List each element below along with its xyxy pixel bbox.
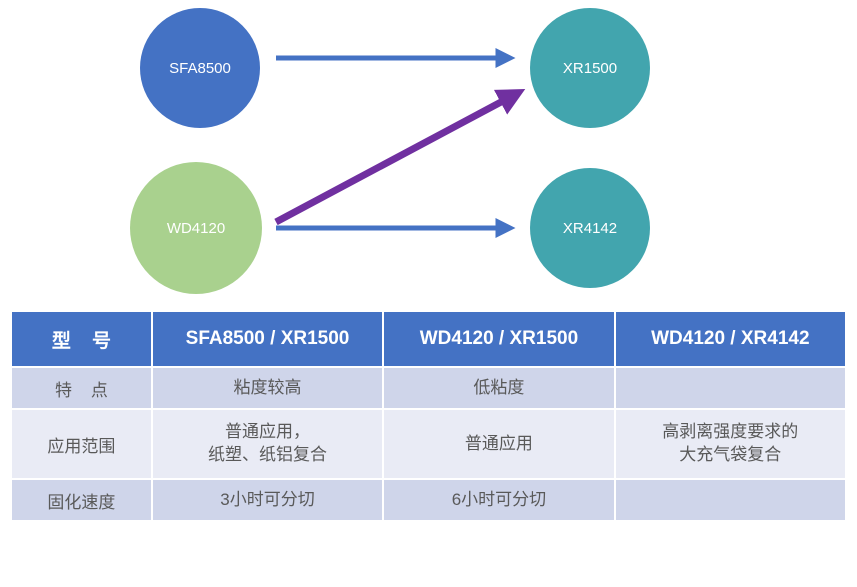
header-col-2: WD4120 / XR1500 <box>384 312 613 366</box>
node-xr1500: XR1500 <box>530 8 650 128</box>
table-cell: 普通应用，纸塑、纸铝复合 <box>153 410 382 478</box>
table-cell: 高剥离强度要求的大充气袋复合 <box>616 410 845 478</box>
row-label: 应用范围 <box>12 410 151 478</box>
node-xr4142: XR4142 <box>530 168 650 288</box>
diagram-area: SFA8500 WD4120 XR1500 XR4142 <box>0 0 857 305</box>
arrows-layer <box>0 0 857 305</box>
table-cell: 3小时可分切 <box>153 480 382 520</box>
header-model: 型 号 <box>12 312 151 366</box>
header-col-1: SFA8500 / XR1500 <box>153 312 382 366</box>
table-cell <box>616 480 845 520</box>
row-label: 特 点 <box>12 368 151 408</box>
table-row: 固化速度3小时可分切6小时可分切 <box>12 480 845 520</box>
arrow-wd4120-to-xr1500 <box>276 94 516 222</box>
comparison-table-area: 型 号SFA8500 / XR1500WD4120 / XR1500WD4120… <box>10 310 847 522</box>
node-sfa8500: SFA8500 <box>140 8 260 128</box>
table-cell: 6小时可分切 <box>384 480 613 520</box>
header-col-3: WD4120 / XR4142 <box>616 312 845 366</box>
table-body: 特 点粘度较高低粘度应用范围普通应用，纸塑、纸铝复合普通应用高剥离强度要求的大充… <box>12 368 845 520</box>
table-row: 应用范围普通应用，纸塑、纸铝复合普通应用高剥离强度要求的大充气袋复合 <box>12 410 845 478</box>
row-label: 固化速度 <box>12 480 151 520</box>
comparison-table: 型 号SFA8500 / XR1500WD4120 / XR1500WD4120… <box>10 310 847 522</box>
table-cell: 低粘度 <box>384 368 613 408</box>
node-wd4120: WD4120 <box>130 162 262 294</box>
table-header-row: 型 号SFA8500 / XR1500WD4120 / XR1500WD4120… <box>12 312 845 366</box>
table-cell: 粘度较高 <box>153 368 382 408</box>
table-row: 特 点粘度较高低粘度 <box>12 368 845 408</box>
table-cell <box>616 368 845 408</box>
table-cell: 普通应用 <box>384 410 613 478</box>
